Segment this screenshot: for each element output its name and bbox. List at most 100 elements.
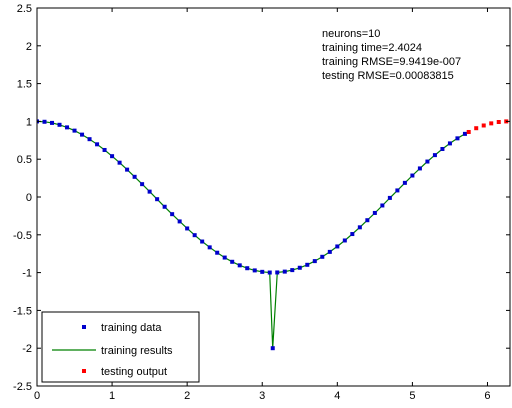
data-point-training-data (185, 226, 190, 231)
data-point-training-data (350, 232, 355, 237)
data-point-training-data (440, 146, 445, 151)
x-tick-label: 2 (184, 390, 190, 402)
data-point-training-data (102, 147, 107, 152)
annotation-line: training RMSE=9.9419e-007 (322, 56, 461, 68)
x-tick-label: 1 (109, 390, 115, 402)
data-point-training-data (432, 153, 437, 158)
x-axis-ticks: 0 1 2 3 4 5 6 (34, 8, 491, 402)
data-point-training-data (260, 269, 265, 274)
data-point-training-data (200, 239, 205, 244)
data-point-training-data (215, 250, 220, 255)
data-point-training-data (455, 136, 460, 141)
legend-entry-training-data: training data (82, 322, 162, 334)
data-point-training-data (65, 125, 70, 130)
data-point-training-data (245, 266, 250, 271)
data-point-training-data (95, 142, 100, 147)
data-point-training-data (230, 259, 235, 264)
data-point-training-data (237, 263, 242, 268)
data-point-training-data (365, 218, 370, 223)
data-point-training-data (425, 159, 430, 164)
annotation-line: training time=2.4024 (322, 42, 422, 54)
annotation-line: testing RMSE=0.00083815 (322, 70, 454, 82)
data-point-training-data (357, 225, 362, 230)
legend-label-testing-output: testing output (101, 366, 167, 378)
y-tick-label: -1 (22, 268, 32, 280)
data-point-training-data (147, 189, 152, 194)
data-point-training-data (402, 180, 407, 185)
data-point-training-data (87, 137, 92, 142)
data-point-training-data (140, 182, 145, 187)
data-point-training-data (282, 269, 287, 274)
data-point-training-data (380, 203, 385, 208)
legend-marker-training-data (82, 325, 86, 329)
data-point-training-data (320, 254, 325, 259)
y-tick-label: 1 (26, 116, 32, 128)
y-axis-ticks: 2.5 2 1.5 1 0.5 0 -0.5 -1 -1.5 -2 -2.5 (13, 3, 510, 393)
data-point-training-data (462, 131, 467, 136)
y-tick-label: 2.5 (17, 3, 32, 15)
data-point-training-data (275, 270, 280, 275)
x-tick-label: 0 (34, 390, 40, 402)
data-point-training-data (72, 128, 77, 133)
legend-marker-testing-output (82, 369, 86, 373)
y-tick-label: 1.5 (17, 79, 32, 91)
data-point-training-data (267, 270, 272, 275)
data-point-training-data (162, 204, 167, 209)
data-point-testing-output (474, 126, 479, 131)
data-point-training-data (342, 238, 347, 243)
y-tick-label: -2 (22, 343, 32, 355)
y-tick-label: -2.5 (13, 381, 32, 393)
data-point-training-data (117, 160, 122, 165)
data-point-training-data (252, 268, 257, 273)
legend-label-training-data: training data (101, 322, 162, 334)
data-point-training-data (372, 210, 377, 215)
data-point-training-data (417, 166, 422, 171)
data-point-training-data (410, 173, 415, 178)
data-point-training-data (125, 167, 130, 172)
data-point-training-data (110, 154, 115, 159)
data-point-training-data (222, 255, 227, 260)
data-point-training-data (177, 219, 182, 224)
y-tick-label: 2 (26, 41, 32, 53)
x-tick-label: 3 (259, 390, 265, 402)
legend-label-training-results: training results (101, 345, 173, 357)
legend: training data training results testing o… (41, 311, 200, 383)
data-point-training-data (207, 245, 212, 250)
x-tick-label: 6 (484, 390, 490, 402)
data-point-training-data (447, 141, 452, 146)
data-point-training-data (290, 268, 295, 273)
legend-entry-testing-output: testing output (82, 366, 167, 378)
data-point-training-data (42, 119, 47, 124)
data-point-training-data (155, 197, 160, 202)
data-point-training-data (335, 244, 340, 249)
data-point-training-data (192, 233, 197, 238)
legend-entry-training-results: training results (52, 345, 173, 357)
y-tick-label: 0.5 (17, 154, 32, 166)
data-point-training-data (170, 212, 175, 217)
y-tick-label: -1.5 (13, 305, 32, 317)
data-point-testing-output (489, 121, 494, 126)
data-point-training-data (50, 120, 55, 125)
data-point-testing-output (466, 129, 471, 134)
y-tick-label: -0.5 (13, 230, 32, 242)
data-point-training-data (327, 249, 332, 254)
data-point-training-data (305, 262, 310, 267)
data-point-training-data (132, 174, 137, 179)
data-point-testing-output (496, 120, 501, 125)
data-point-training-data (312, 259, 317, 264)
data-point-training-data (395, 188, 400, 193)
legend-box (41, 311, 200, 383)
annotation-block: neurons=10 training time=2.4024 training R… (322, 28, 461, 82)
data-point-training-data (297, 265, 302, 270)
x-tick-label: 4 (334, 390, 340, 402)
x-tick-label: 5 (409, 390, 415, 402)
data-point-training-data (387, 195, 392, 200)
annotation-line: neurons=10 (322, 28, 380, 40)
data-point-training-data (270, 346, 275, 351)
data-point-training-data (80, 132, 85, 137)
series-layer (37, 119, 509, 351)
data-point-testing-output (481, 123, 486, 128)
y-tick-label: 0 (26, 192, 32, 204)
data-point-training-data (57, 122, 62, 127)
